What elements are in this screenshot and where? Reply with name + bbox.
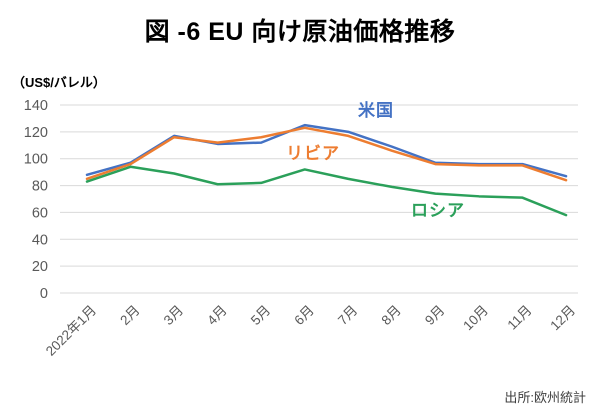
y-axis-unit-label: （US$/バレル）	[12, 75, 106, 90]
y-tick-label: 140	[24, 98, 48, 114]
x-tick-label: 9月	[422, 303, 447, 328]
source-note: 出所:欧州統計	[504, 390, 586, 405]
x-tick-label: 3月	[161, 303, 186, 328]
series-line	[85, 126, 568, 182]
chart-title: 図 -6 EU 向け原油価格推移	[144, 18, 456, 46]
x-tick-label: 10月	[460, 303, 491, 334]
x-tick-label: 8月	[379, 303, 404, 328]
x-tick-label: 6月	[291, 303, 316, 328]
y-tick-label: 40	[32, 232, 48, 248]
x-tick-label: 5月	[248, 303, 273, 328]
series-line	[85, 165, 568, 217]
x-tick-label: 4月	[204, 303, 229, 328]
x-tick-label: 7月	[335, 303, 360, 328]
series-label-usa: 米国	[358, 101, 394, 120]
y-tick-label: 80	[32, 179, 48, 195]
y-tick-label: 100	[24, 152, 48, 168]
y-tick-label: 120	[24, 125, 48, 141]
x-tick-label: 2022年1月	[43, 303, 99, 359]
series-label-russia: ロシア	[411, 201, 465, 220]
series-label-libya: リビア	[286, 144, 340, 163]
x-tick-label: 2月	[117, 303, 142, 328]
x-tick-label: 12月	[547, 303, 578, 334]
y-tick-label: 20	[32, 259, 48, 275]
y-tick-label: 0	[40, 286, 48, 302]
x-tick-label: 11月	[505, 303, 535, 333]
y-tick-label: 60	[32, 205, 48, 221]
